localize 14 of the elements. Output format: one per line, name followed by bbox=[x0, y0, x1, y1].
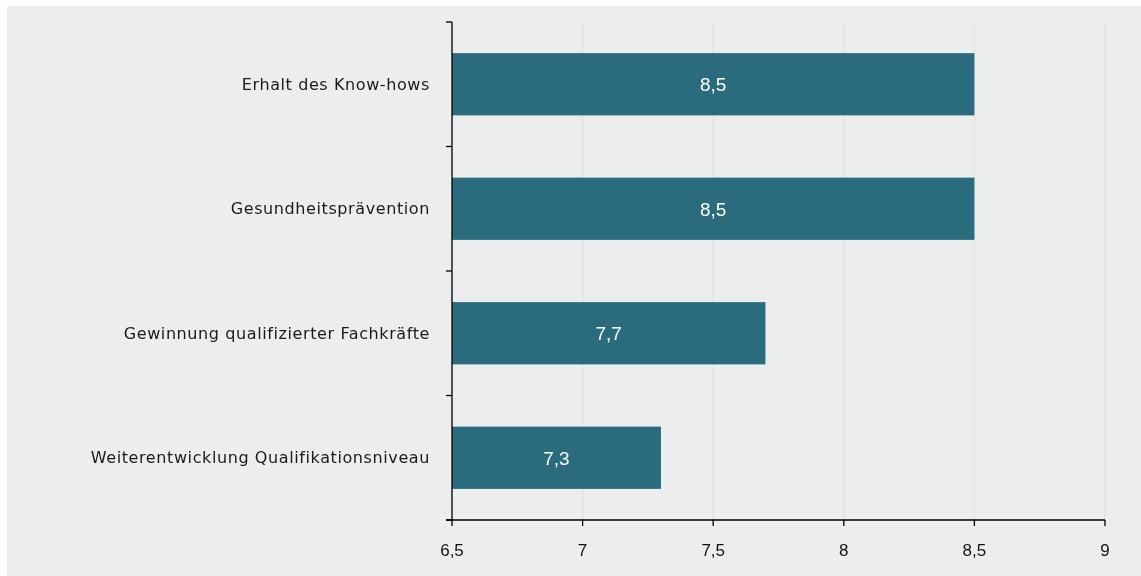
x-tick-label: 8 bbox=[839, 541, 849, 560]
data-label: 8,5 bbox=[699, 198, 727, 220]
y-tick-label: Weiterentwicklung Qualifikationsniveau bbox=[90, 448, 430, 468]
y-tick-label: Erhalt des Know-hows bbox=[241, 74, 430, 94]
y-tick-label: Gesundheitsprävention bbox=[230, 199, 430, 219]
data-label: 8,5 bbox=[699, 74, 727, 96]
x-tick-label: 7 bbox=[577, 541, 588, 560]
data-label: 7,3 bbox=[543, 447, 570, 469]
x-tick-label: 9 bbox=[1100, 541, 1110, 560]
data-label: 7,7 bbox=[595, 323, 622, 345]
y-tick-label: Gewinnung qualifizierter Fachkräfte bbox=[123, 323, 430, 343]
x-tick-label: 6,5 bbox=[440, 541, 464, 560]
x-tick-label: 8,5 bbox=[962, 541, 987, 560]
x-tick-label: 7,5 bbox=[701, 541, 726, 560]
